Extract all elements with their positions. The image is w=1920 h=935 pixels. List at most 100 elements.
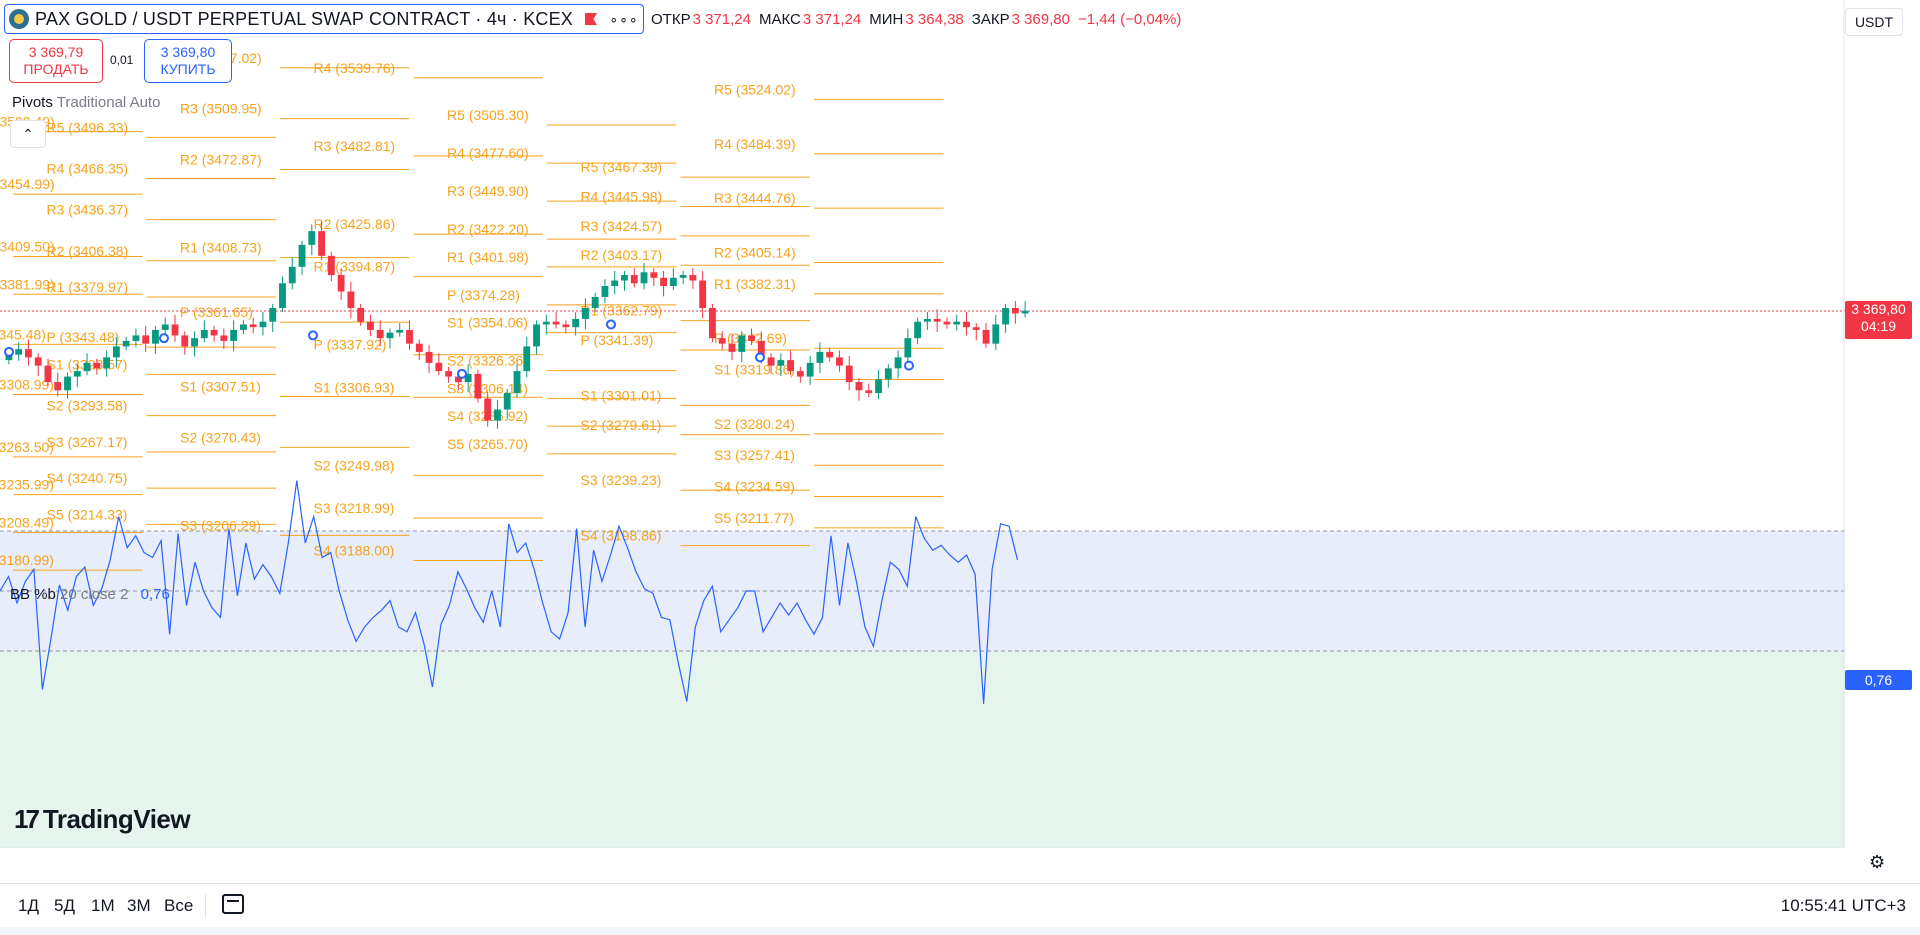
candle bbox=[728, 343, 736, 352]
pivot-label-r4: R4 (3466.35) bbox=[47, 161, 129, 177]
pivot-label-s5: S5 (3211.77) bbox=[714, 510, 794, 526]
candle bbox=[621, 275, 628, 281]
candle bbox=[503, 393, 511, 410]
candle bbox=[816, 351, 824, 363]
tradingview-logo[interactable]: 17 TradingView bbox=[14, 804, 191, 835]
candle bbox=[748, 335, 755, 341]
candle bbox=[445, 371, 453, 377]
range-3m-button[interactable]: 3М bbox=[127, 896, 151, 915]
sell-button[interactable]: 3 369,79 ПРОДАТЬ bbox=[9, 39, 103, 83]
symbol-legend[interactable]: PAX GOLD / USDT PERPETUAL SWAP CONTRACT … bbox=[4, 4, 645, 34]
candle bbox=[640, 272, 648, 284]
pivot-label-s4: S4 (3240.75) bbox=[47, 470, 128, 486]
range-all-button[interactable]: Все bbox=[164, 896, 194, 915]
pivot-label-s2: S2 (3279.61) bbox=[581, 417, 662, 433]
candle bbox=[992, 324, 1000, 344]
candle bbox=[513, 371, 521, 394]
currency-selector[interactable]: USDT bbox=[1845, 8, 1903, 36]
bb-current-tag: 0,76 bbox=[1845, 670, 1912, 690]
pivot-label-r4: R4 (3477.60) bbox=[447, 145, 529, 161]
pivot-label-r4: R4 (3539.76) bbox=[314, 60, 396, 76]
candle bbox=[581, 307, 589, 319]
low-label: МИН bbox=[869, 11, 904, 28]
pivot-label-r5: R5 (3496.33) bbox=[47, 119, 129, 135]
candle bbox=[787, 360, 795, 372]
pivot-label-r1: R1 (3381.99) bbox=[0, 276, 55, 292]
pivot-label-r2: R2 (3406.38) bbox=[47, 243, 129, 259]
candle bbox=[855, 382, 863, 391]
candle bbox=[894, 357, 902, 369]
candle bbox=[288, 266, 296, 284]
candle bbox=[718, 338, 726, 344]
candle bbox=[220, 335, 228, 341]
pivots-legend[interactable]: Pivots Traditional Auto bbox=[10, 94, 163, 111]
pivot-label-s4: S4 (3188.00) bbox=[314, 542, 395, 558]
bar-countdown: 04:19 bbox=[1860, 318, 1897, 334]
more-icon[interactable]: ∘∘∘ bbox=[609, 10, 639, 27]
pivot-label-r3: R3 (3449.90) bbox=[447, 183, 529, 199]
pivot-label-s3: S3 (3206.29) bbox=[180, 517, 261, 533]
pivot-label-s1: S1 (3308.99) bbox=[0, 376, 54, 392]
session-marker bbox=[606, 319, 616, 330]
price-chart[interactable]: 3 560,003 520,003 480,003 440,003 400,00… bbox=[0, 0, 1845, 848]
red-flag-icon[interactable] bbox=[585, 13, 598, 25]
candle bbox=[122, 340, 130, 347]
session-marker bbox=[159, 333, 169, 344]
candle bbox=[552, 321, 560, 325]
candle bbox=[415, 343, 423, 352]
candle bbox=[982, 329, 990, 344]
calendar-range-icon[interactable] bbox=[222, 894, 244, 914]
current-price-tag: 3 369,80 04:19 bbox=[1845, 301, 1912, 339]
range-5d-button[interactable]: 5Д bbox=[54, 896, 75, 915]
pivot-label-p: P (3361.65) bbox=[180, 304, 253, 320]
buy-button[interactable]: 3 369,80 КУПИТЬ bbox=[144, 39, 232, 83]
clock[interactable]: 10:55:41 UTC+3 bbox=[1780, 896, 1906, 915]
session-marker bbox=[904, 360, 914, 371]
bb-oversold-zone bbox=[0, 651, 1845, 848]
candle bbox=[709, 307, 716, 339]
pivot-label-s4: S4 (3208.49) bbox=[0, 514, 54, 530]
sell-price: 3 369,79 bbox=[28, 44, 84, 60]
candle bbox=[933, 318, 941, 322]
candle bbox=[34, 357, 42, 366]
symbol-title[interactable]: PAX GOLD / USDT PERPETUAL SWAP CONTRACT … bbox=[35, 8, 574, 29]
scrollbar[interactable] bbox=[0, 927, 1920, 935]
range-1d-button[interactable]: 1Д bbox=[18, 896, 39, 915]
gear-icon[interactable]: ⚙ bbox=[1869, 852, 1886, 872]
range-1m-button[interactable]: 1М bbox=[91, 896, 115, 915]
pivot-label-s1: S1 (3319.86) bbox=[714, 362, 795, 378]
pivot-label-r2: R2 (3422.20) bbox=[447, 221, 529, 237]
pivot-label-r1: R1 (3394.87) bbox=[314, 259, 396, 275]
pivot-label-s1: S1 (3301.01) bbox=[581, 387, 662, 403]
pivot-label-r1: R1 (3382.31) bbox=[714, 276, 796, 292]
close-label: ЗАКР bbox=[971, 11, 1010, 28]
candle bbox=[494, 409, 501, 421]
spread-value: 0,01 bbox=[110, 53, 134, 67]
candle bbox=[161, 324, 169, 330]
candle bbox=[181, 335, 189, 347]
low-value: 3 364,38 bbox=[905, 11, 964, 28]
session-marker bbox=[457, 368, 467, 379]
pivot-label-r3: R3 (3482.81) bbox=[314, 138, 396, 154]
buy-label: КУПИТЬ bbox=[160, 61, 216, 77]
pivot-label-r1: R1 (3408.73) bbox=[180, 240, 262, 256]
pivot-label-p: P (3337.92) bbox=[314, 337, 387, 353]
candle bbox=[943, 321, 951, 325]
bb-band-zone bbox=[0, 531, 1845, 651]
pivot-label-s4: S4 (3234.59) bbox=[714, 479, 795, 495]
pivot-label-s1: S1 (3307.51) bbox=[180, 378, 261, 394]
pivot-label-r3: R3 (3436.37) bbox=[47, 202, 129, 218]
candle bbox=[142, 335, 150, 344]
candle bbox=[601, 286, 609, 297]
open-label: ОТКР bbox=[651, 11, 691, 28]
bb-legend[interactable]: BB %b 20 close 2 0,76 bbox=[10, 586, 170, 603]
candle bbox=[699, 280, 707, 308]
collapse-legend-button[interactable]: ⌃ bbox=[10, 120, 46, 148]
chart-area[interactable]: 3 560,003 520,003 480,003 440,003 400,00… bbox=[0, 0, 1845, 848]
pivot-label-r1: R1 (3401.98) bbox=[447, 249, 529, 265]
pivot-label-s3: S3 (3267.17) bbox=[47, 434, 128, 450]
pivot-label-r5: R5 (3505.30) bbox=[447, 107, 529, 123]
pivot-label-s2: S2 (3270.43) bbox=[180, 429, 261, 445]
pivot-label-s1: S1 (3354.06) bbox=[447, 315, 528, 331]
close-value: 3 369,80 bbox=[1011, 11, 1070, 28]
